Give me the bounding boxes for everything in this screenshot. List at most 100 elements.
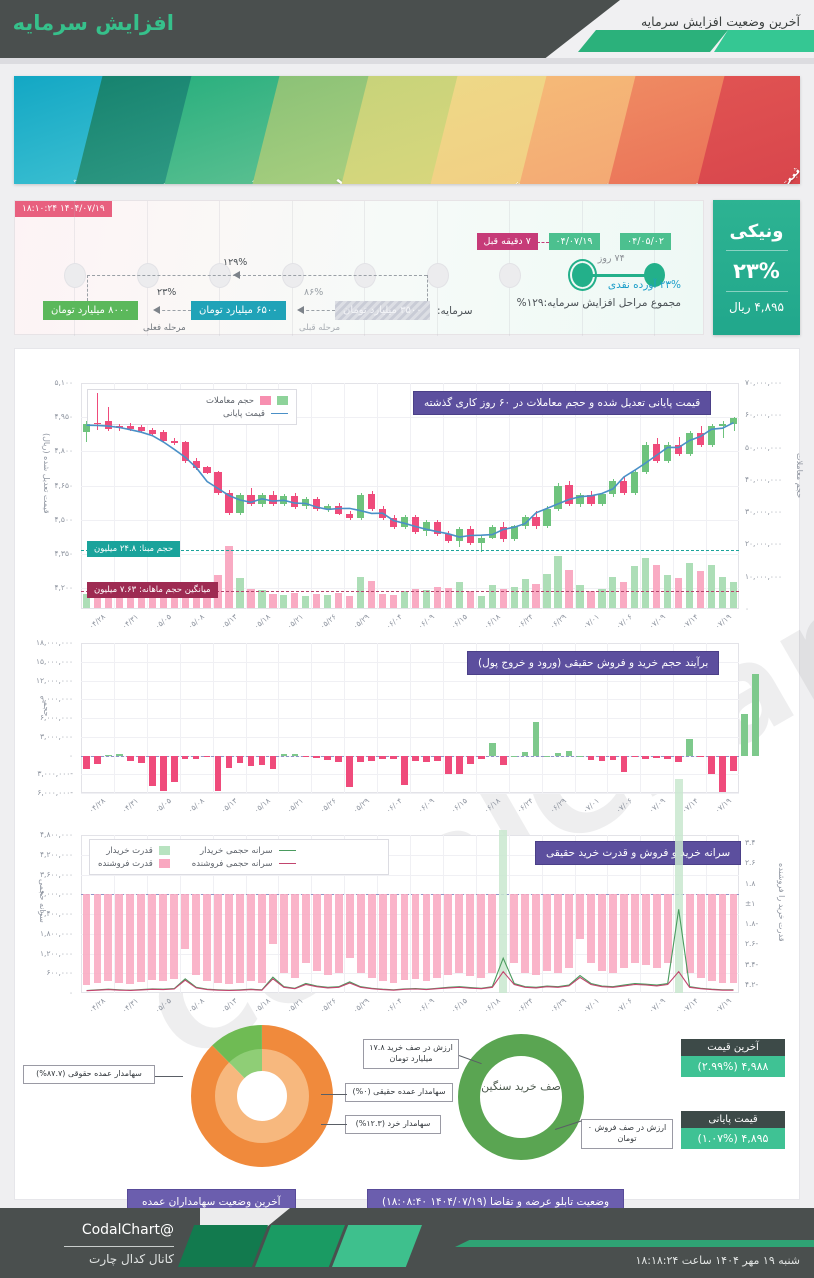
chart-gridline-h bbox=[81, 554, 739, 556]
sell-power-bar bbox=[345, 894, 354, 959]
chart-gridline-h bbox=[81, 953, 739, 955]
money-flow-bar bbox=[675, 755, 682, 762]
money-flow-bar bbox=[499, 755, 507, 765]
timeline-node-4[interactable] bbox=[426, 263, 449, 288]
volume-bar bbox=[729, 581, 738, 608]
volume-bar bbox=[225, 546, 233, 608]
flow-axis-tick: ۹,۰۰۰,۰۰۰ bbox=[40, 694, 73, 704]
sell-power-bar bbox=[82, 894, 91, 986]
price-axis-tick: ۴,۶۵۰ bbox=[54, 480, 74, 490]
volume-bar bbox=[82, 593, 91, 608]
chart-gridline-h bbox=[81, 519, 739, 521]
callout-sell-queue: ارزش در صف فروش ۰ تومان bbox=[581, 1119, 673, 1149]
sell-power-bar bbox=[378, 894, 387, 982]
money-flow-bar bbox=[456, 755, 463, 774]
chart-gridline-h bbox=[81, 699, 739, 701]
sell-power-bar bbox=[225, 894, 233, 985]
timeline-days-between: ۷۴ روز bbox=[597, 253, 625, 264]
sell-power-bar bbox=[268, 894, 277, 944]
chart-gridline-h bbox=[81, 588, 739, 590]
candle-body bbox=[313, 499, 321, 509]
flow-axis-tick: ۶,۰۰۰,۰۰۰ bbox=[40, 713, 73, 722]
volume-bar bbox=[620, 581, 628, 608]
sell-power-bar bbox=[170, 894, 179, 980]
chart-gridline-h bbox=[81, 661, 739, 663]
chart-gridline-h bbox=[81, 933, 739, 935]
leader-real bbox=[321, 1094, 347, 1095]
page-title: افزایش سرمایه bbox=[12, 11, 174, 35]
sell-power-bar bbox=[543, 894, 552, 972]
volume-bar bbox=[291, 592, 299, 608]
volume-bar bbox=[554, 555, 562, 608]
volume-bar bbox=[675, 578, 683, 608]
sell-power-bar bbox=[367, 894, 376, 979]
volume-bar bbox=[378, 593, 387, 608]
capital-current-chip: ۸۰۰۰ میلیارد تومان bbox=[43, 301, 138, 320]
base-volume-note: حجم مبنا: ۲۴.۸ میلیون bbox=[87, 541, 181, 558]
money-flow-bar bbox=[83, 755, 90, 770]
money-flow-bar bbox=[357, 755, 364, 762]
last-price-card: آخرین قیمت ۴,۹۸۸ (۲.۹۹%) bbox=[681, 1039, 785, 1077]
sell-power-bar bbox=[279, 894, 288, 974]
power-axis-tick: -۱.۸ bbox=[745, 919, 759, 929]
timeline-node-1[interactable] bbox=[644, 263, 665, 287]
timeline-node-3[interactable] bbox=[499, 263, 521, 288]
money-flow-bar bbox=[170, 755, 178, 783]
candle-body bbox=[422, 522, 431, 532]
sell-power-bar bbox=[181, 894, 190, 949]
sell-power-bar bbox=[422, 894, 431, 982]
timeline-cash-note: ۲۳% آورده نقدی bbox=[607, 279, 681, 291]
volume-bar bbox=[565, 569, 573, 608]
chart1-legend: حجم معاملات قیمت پایانی bbox=[87, 389, 297, 425]
timeline-node-9[interactable] bbox=[64, 263, 86, 288]
sell-power-bar bbox=[400, 894, 409, 981]
sell-power-bar bbox=[466, 894, 475, 977]
candle-body bbox=[137, 426, 145, 431]
volume-bar bbox=[532, 584, 540, 608]
volume-bar bbox=[335, 592, 343, 608]
charts-panel: CodalChart ۵,۱۰۰ ۴,۹۵۰ ۴,۸۰۰ ۴,۶۵۰ ۴,۵۰۰ ۴,۳۵۰… bbox=[14, 348, 814, 1215]
power-axis-label: قدرت خرید را فروشنده bbox=[777, 863, 786, 942]
chart-gridline-h bbox=[81, 914, 739, 915]
legend-label-seller: سرانه حجمی فروشنده bbox=[191, 858, 273, 869]
volume-bar bbox=[236, 578, 244, 608]
candle-body bbox=[598, 494, 606, 505]
money-flow-bar bbox=[324, 755, 332, 760]
sell-power-bar bbox=[521, 894, 530, 974]
chart-gridline-h bbox=[81, 736, 739, 738]
candle-body bbox=[631, 472, 639, 493]
flow-axis-tick: -۶,۰۰۰,۰۰۰ bbox=[37, 788, 73, 797]
flow-axis-tick: -۳,۰۰۰,۰۰۰ bbox=[37, 769, 73, 779]
candle-body bbox=[335, 506, 343, 515]
money-flow-bar bbox=[521, 752, 529, 756]
candle-body bbox=[620, 481, 628, 493]
capital-previous-chip: ۶۵۰۰ میلیارد تومان bbox=[191, 301, 286, 320]
timeline-previous-date: ۰۴/۰۵/۰۲ bbox=[620, 233, 672, 250]
legend-label-volume: حجم معاملات bbox=[206, 395, 254, 406]
chart3-legend: قدرت خریدار قدرت فروشنده سرانه حجمی خریدار… bbox=[89, 839, 389, 875]
money-flow-bar bbox=[467, 755, 474, 765]
volume-bar bbox=[642, 558, 650, 608]
money-flow-bar bbox=[587, 755, 595, 760]
candle-body bbox=[302, 499, 310, 507]
capital-arrow-head-1 bbox=[297, 306, 304, 314]
money-flow-bar bbox=[730, 755, 737, 771]
volume-bar bbox=[170, 594, 178, 608]
stage-label: ثبت آگهی bbox=[750, 165, 800, 184]
legend-row-sell-power: قدرت فروشنده bbox=[98, 857, 170, 870]
money-flow-bar bbox=[642, 755, 650, 760]
donut-chart-2 bbox=[458, 1034, 584, 1160]
candle-body bbox=[510, 526, 518, 540]
symbol-summary-card: ونیکی ۲۳% ۴,۸۹۵ ریال bbox=[713, 200, 800, 335]
timeline-timestamp: ۱۴۰۴/۰۷/۱۹ ۱۸:۱۰:۲۴ bbox=[15, 201, 112, 217]
candle-body bbox=[466, 529, 474, 543]
volume-bar bbox=[280, 594, 288, 608]
base-volume-line bbox=[81, 550, 739, 552]
volume-bar bbox=[696, 571, 705, 608]
sell-power-bar bbox=[115, 894, 124, 984]
volume-bar bbox=[653, 565, 661, 608]
volume-bar bbox=[455, 581, 463, 608]
chart-gridline-h bbox=[81, 774, 739, 776]
chart3-title: سرانه خرید و فروش و قدرت خرید حقیقی bbox=[535, 841, 742, 865]
footer-handle[interactable]: @CodalChart bbox=[81, 1222, 174, 1238]
